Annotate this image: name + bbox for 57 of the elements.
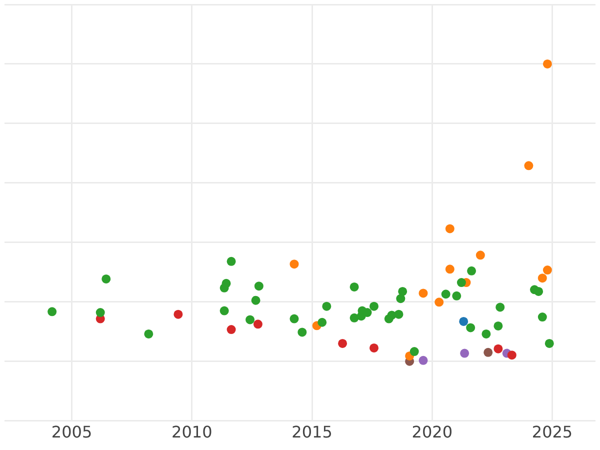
point <box>369 302 378 311</box>
point <box>494 344 503 354</box>
point <box>496 302 505 312</box>
point <box>418 288 428 298</box>
point <box>445 224 454 234</box>
point <box>452 291 462 300</box>
point <box>467 266 476 276</box>
point <box>96 308 105 318</box>
point <box>538 312 547 322</box>
point <box>369 343 378 352</box>
point <box>254 282 264 291</box>
point <box>542 266 552 275</box>
point <box>322 302 332 311</box>
point <box>538 274 547 283</box>
point <box>226 325 236 334</box>
point <box>418 356 428 365</box>
point <box>507 350 516 360</box>
point <box>318 318 327 327</box>
point <box>534 286 544 296</box>
x-tick-label: 2005 <box>51 422 92 442</box>
point <box>338 338 348 348</box>
point <box>246 315 255 324</box>
point <box>174 310 183 319</box>
point <box>456 278 466 288</box>
point <box>253 320 262 329</box>
point <box>524 161 534 170</box>
point <box>396 294 406 304</box>
point <box>144 329 154 338</box>
point <box>102 274 111 284</box>
point <box>542 59 552 68</box>
x-tick-label: 2020 <box>412 422 452 442</box>
point <box>220 283 229 292</box>
x-tick-label: 2010 <box>172 422 212 442</box>
point <box>48 307 57 316</box>
point <box>445 264 454 274</box>
point <box>476 250 485 260</box>
point <box>226 256 236 266</box>
point <box>466 323 476 332</box>
point <box>410 347 419 356</box>
point <box>350 282 359 292</box>
point <box>460 348 470 358</box>
point <box>290 314 299 324</box>
point <box>482 329 491 338</box>
point <box>398 286 408 296</box>
point <box>298 328 307 337</box>
point <box>220 306 229 316</box>
point <box>394 310 404 319</box>
x-tick-label: 2025 <box>532 422 573 442</box>
point <box>494 321 503 330</box>
x-tick-label: 2015 <box>292 422 332 442</box>
point <box>251 296 260 305</box>
point <box>544 338 554 348</box>
point <box>459 316 468 326</box>
point <box>441 290 450 299</box>
point <box>484 348 493 357</box>
point <box>290 260 299 269</box>
point <box>434 298 444 307</box>
